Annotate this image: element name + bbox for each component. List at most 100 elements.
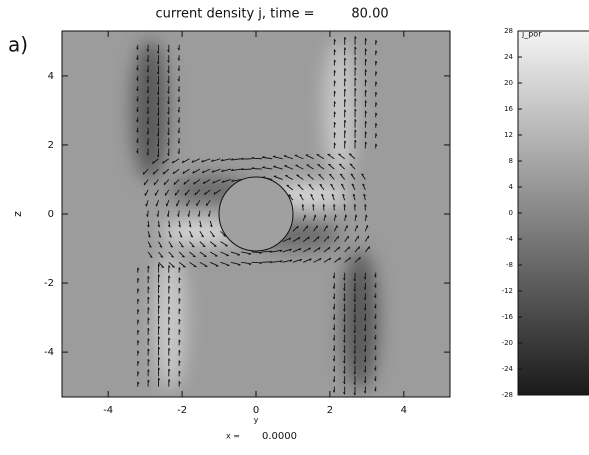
flow-arrow bbox=[220, 241, 228, 247]
flow-arrow-head bbox=[202, 181, 205, 185]
flow-arrow-head bbox=[158, 294, 161, 298]
flow-arrow-head bbox=[146, 49, 149, 52]
flow-arrow-head bbox=[201, 235, 204, 238]
flow-arrow bbox=[144, 189, 149, 196]
flow-arrow bbox=[209, 220, 213, 228]
flow-arrow bbox=[323, 225, 328, 232]
flow-arrow bbox=[285, 175, 294, 180]
flow-arrow-head bbox=[355, 214, 358, 218]
flow-arrow-head bbox=[230, 158, 234, 161]
flow-arrow-head bbox=[324, 214, 327, 218]
flow-arrow-head bbox=[289, 259, 293, 262]
flow-arrow-head bbox=[333, 101, 336, 104]
flow-arrow bbox=[313, 214, 316, 222]
flow-arrow-head bbox=[207, 214, 210, 217]
flow-arrow bbox=[168, 220, 171, 228]
flow-arrow-head bbox=[299, 258, 303, 262]
flow-arrow-head bbox=[213, 191, 216, 195]
flow-arrow bbox=[365, 246, 370, 253]
flow-arrow bbox=[273, 175, 283, 180]
flow-arrow-head bbox=[329, 257, 332, 261]
flow-arrow-head bbox=[177, 47, 180, 51]
flow-arrow-head bbox=[354, 36, 357, 39]
time-value: 80.00 bbox=[351, 7, 388, 22]
flow-arrow-head bbox=[259, 252, 263, 255]
flow-arrow-head bbox=[163, 182, 166, 185]
flow-arrow-head bbox=[339, 257, 341, 261]
y-tick-label: 2 bbox=[48, 140, 54, 151]
flow-arrow-head bbox=[345, 214, 347, 218]
flow-arrow-head bbox=[353, 382, 356, 385]
flow-arrow bbox=[294, 154, 304, 160]
flow-arrow-head bbox=[333, 59, 336, 63]
colorbar-tick-label: -4 bbox=[506, 235, 514, 243]
flow-arrow bbox=[343, 204, 346, 211]
flow-arrow-head bbox=[136, 47, 139, 50]
flow-arrow bbox=[282, 248, 292, 253]
flow-arrow bbox=[153, 179, 159, 186]
flow-arrow bbox=[312, 204, 315, 211]
flow-arrow bbox=[361, 173, 366, 180]
flow-arrow bbox=[362, 183, 366, 191]
flow-arrow bbox=[344, 257, 351, 263]
flow-arrow bbox=[316, 154, 325, 160]
flow-arrow bbox=[163, 179, 170, 186]
colorbar-tick-label: -28 bbox=[502, 391, 513, 399]
flow-arrow-head bbox=[178, 277, 181, 281]
flow-arrow-head bbox=[223, 235, 226, 237]
flow-arrow bbox=[292, 236, 301, 243]
flow-arrow-head bbox=[136, 140, 139, 144]
flow-arrow bbox=[158, 251, 164, 258]
flow-arrow-head bbox=[365, 214, 368, 218]
flow-arrow-head bbox=[353, 278, 356, 282]
flow-arrow-head bbox=[354, 108, 357, 112]
flow-arrow bbox=[352, 193, 356, 201]
flow-arrow-head bbox=[364, 141, 367, 145]
flow-arrow-head bbox=[262, 156, 265, 158]
flow-arrow bbox=[168, 241, 173, 248]
flow-arrow bbox=[172, 168, 180, 175]
flow-arrow bbox=[339, 173, 346, 180]
flow-arrow bbox=[272, 260, 283, 263]
flow-arrow-head bbox=[168, 285, 171, 289]
flow-arrow-head bbox=[240, 167, 244, 170]
flow-arrow-head bbox=[167, 70, 170, 74]
flow-arrow-head bbox=[168, 368, 171, 372]
flow-arrow-head bbox=[332, 369, 335, 372]
flow-arrow-head bbox=[333, 142, 336, 146]
flow-arrow-head bbox=[166, 214, 169, 217]
flow-arrow bbox=[167, 210, 170, 217]
flow-arrow-head bbox=[343, 350, 346, 354]
flow-arrow-head bbox=[145, 203, 147, 207]
flow-arrow-head bbox=[178, 349, 181, 353]
flow-arrow-head bbox=[147, 317, 150, 321]
flow-arrow-head bbox=[146, 121, 149, 125]
flow-arrow bbox=[262, 166, 273, 170]
flow-arrow bbox=[334, 257, 341, 263]
flow-arrow-head bbox=[364, 48, 367, 52]
flow-arrow bbox=[282, 259, 293, 263]
flow-arrow-head bbox=[308, 247, 311, 251]
flow-arrow-head bbox=[212, 235, 215, 238]
flow-arrow-head bbox=[187, 214, 190, 217]
flow-arrow bbox=[176, 200, 180, 207]
flow-arrow-head bbox=[289, 248, 292, 252]
flow-arrow-head bbox=[301, 204, 305, 207]
x-axis-label: y bbox=[254, 416, 259, 425]
flow-arrow-head bbox=[178, 329, 181, 332]
flow-arrow-head bbox=[142, 171, 145, 175]
flow-arrow-head bbox=[167, 122, 170, 125]
flow-arrow bbox=[188, 210, 190, 217]
flow-arrow-head bbox=[172, 171, 175, 175]
flow-arrow-head bbox=[349, 163, 353, 166]
flow-arrow-head bbox=[353, 340, 356, 344]
flow-arrow-head bbox=[354, 46, 357, 50]
flow-arrow-head bbox=[342, 193, 345, 197]
flow-arrow bbox=[272, 249, 283, 253]
flow-arrow-head bbox=[343, 298, 346, 302]
flow-arrow bbox=[323, 246, 331, 253]
flow-arrow bbox=[283, 155, 294, 160]
flow-arrow-head bbox=[269, 261, 273, 264]
flow-arrow bbox=[297, 184, 304, 191]
flow-arrow bbox=[221, 179, 232, 183]
